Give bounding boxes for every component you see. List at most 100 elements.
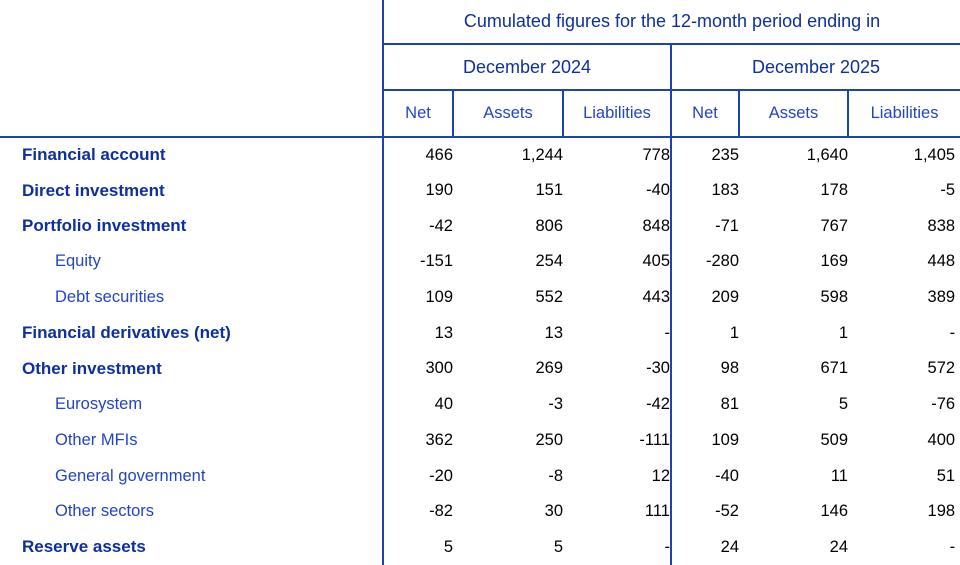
value-cell: -280 [670, 244, 739, 280]
table-row: Equity -151 254 405 -280 169 448 [0, 244, 960, 280]
col-header-assets-2024: Assets [452, 90, 563, 138]
value-cell: 806 [535, 216, 563, 235]
value-cell: 250 [535, 430, 563, 449]
measure-header-row: Net Assets Liabilities Net Assets Liabil… [0, 90, 960, 138]
value-cell: -40 [646, 181, 670, 200]
col-header-liabilities-2024: Liabilities [562, 90, 671, 138]
value-cell: - [664, 323, 671, 342]
period-header-row: December 2024 December 2025 [0, 44, 960, 91]
row-label: Other MFIs [0, 422, 384, 459]
value-cell: 552 [535, 288, 563, 307]
corner-cell [0, 0, 384, 138]
value-cell: 1,244 [521, 145, 563, 164]
row-label: Other investment [0, 351, 384, 387]
value-cell: 1,405 [913, 145, 956, 164]
value-cell: 111 [644, 502, 670, 521]
value-cell: -20 [429, 466, 453, 485]
value-cell: 5 [443, 537, 453, 556]
value-cell: 13 [434, 323, 453, 342]
period-header-december-2025: December 2025 [669, 44, 960, 91]
col-header-net-2025: Net [670, 90, 739, 138]
table-row: Debt securities 109 552 443 209 598 389 [0, 279, 960, 316]
value-cell: 509 [820, 430, 848, 449]
value-cell: 671 [820, 359, 848, 378]
value-cell: 178 [820, 181, 848, 200]
value-cell: 109 [425, 288, 453, 307]
row-label: Debt securities [0, 279, 384, 316]
value-cell: 30 [544, 502, 563, 521]
value-cell: 24 [670, 529, 739, 565]
value-cell: 198 [927, 502, 956, 521]
value-cell: -42 [429, 216, 453, 235]
col-header-assets-2025: Assets [738, 90, 848, 138]
value-cell: -30 [646, 359, 670, 378]
table-row: Other investment 300 269 -30 98 671 572 [0, 351, 960, 387]
value-cell: 146 [820, 502, 848, 521]
value-cell: 400 [927, 430, 956, 449]
value-cell: -71 [670, 208, 739, 245]
col-header-liabilities-2025: Liabilities [846, 90, 960, 138]
value-cell: 109 [670, 422, 739, 459]
value-cell: 51 [936, 466, 956, 485]
value-cell: -82 [429, 502, 453, 521]
table-row: Financial derivatives (net) 13 13-1 1- [0, 315, 960, 352]
row-label: Financial account [0, 137, 384, 173]
table-row: Other sectors -82 30 111 -52 146 198 [0, 493, 960, 530]
value-cell: -76 [931, 395, 956, 414]
value-cell: 1 [670, 315, 739, 352]
row-label: Portfolio investment [0, 208, 384, 245]
row-label: Eurosystem [0, 386, 384, 423]
row-label: Other sectors [0, 493, 384, 530]
value-cell: 151 [535, 181, 563, 200]
value-cell: -5 [940, 181, 956, 200]
value-cell: 1 [838, 323, 848, 342]
value-cell: 254 [535, 252, 563, 271]
table-row: Direct investment 190 151 -40 183 178 -5 [0, 172, 960, 209]
value-cell: 448 [927, 252, 956, 271]
value-cell: 5 [838, 395, 848, 414]
value-cell: -8 [548, 466, 563, 485]
value-cell: 190 [425, 181, 453, 200]
value-cell: 466 [425, 145, 453, 164]
value-cell: 169 [820, 252, 848, 271]
value-cell: 81 [670, 386, 739, 423]
value-cell: 5 [553, 537, 563, 556]
value-cell: 12 [651, 466, 670, 485]
value-cell: -111 [639, 430, 670, 449]
value-cell: 269 [535, 359, 563, 378]
value-cell: -42 [646, 395, 670, 414]
value-cell: 183 [670, 172, 739, 209]
table-title: Cumulated figures for the 12-month perio… [383, 0, 960, 45]
value-cell: 13 [544, 323, 563, 342]
value-cell: 848 [642, 216, 670, 235]
value-cell: 767 [820, 216, 848, 235]
title-row: Cumulated figures for the 12-month perio… [0, 0, 960, 138]
value-cell: 235 [670, 137, 739, 173]
table-row: Portfolio investment -42 806 848 -71 767 838 [0, 208, 960, 245]
value-cell: 40 [434, 395, 453, 414]
value-cell: -52 [670, 493, 739, 530]
value-cell: - [949, 323, 956, 342]
value-cell: 300 [425, 359, 453, 378]
value-cell: -3 [548, 395, 563, 414]
value-cell: 598 [820, 288, 848, 307]
value-cell: 362 [425, 430, 453, 449]
value-cell: 572 [927, 359, 956, 378]
value-cell: 98 [670, 351, 739, 387]
table-row: Financial account 466 1,244 778 235 1,640 1,40… [0, 137, 960, 173]
value-cell: 838 [927, 216, 956, 235]
value-cell: -151 [419, 252, 453, 271]
table-row: General government -20 -8 12 -40 11 51 [0, 458, 960, 494]
row-label: Direct investment [0, 172, 384, 209]
table-row: Eurosystem 40 -3 -42 81 5 -76 [0, 386, 960, 423]
value-cell: 443 [642, 288, 670, 307]
value-cell: 389 [927, 288, 956, 307]
value-cell: 11 [830, 466, 848, 485]
value-cell: - [664, 537, 671, 556]
row-label: Reserve assets [0, 529, 384, 565]
value-cell: 778 [642, 145, 670, 164]
value-cell: - [949, 537, 956, 556]
value-cell: 209 [670, 279, 739, 316]
